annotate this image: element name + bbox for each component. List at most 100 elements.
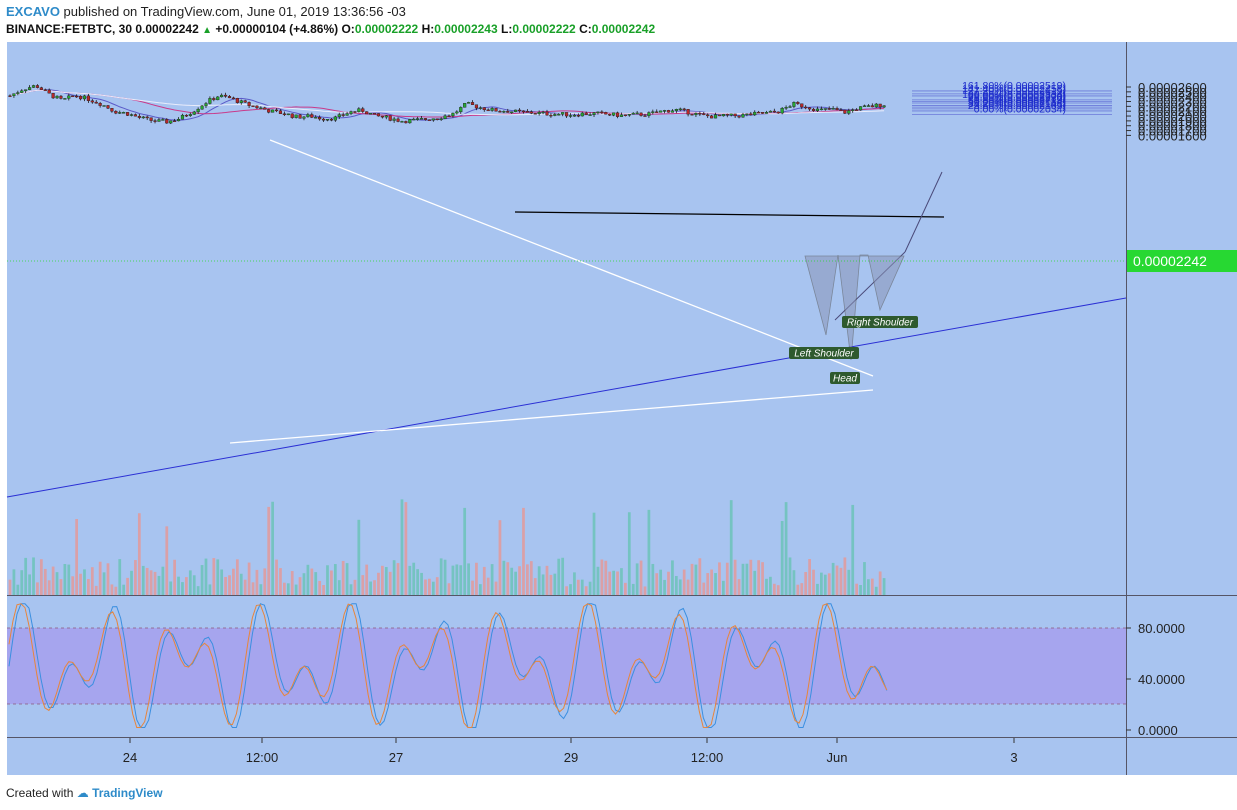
fib-level-label: 23.60%(0.00002105) bbox=[968, 100, 1066, 112]
head-shoulders-pattern[interactable]: Right Shoulder Left Shoulder Head bbox=[789, 254, 918, 385]
candle-body bbox=[247, 102, 251, 106]
chart-header: EXCAVO published on TradingView.com, Jun… bbox=[0, 0, 1237, 42]
price-axis[interactable]: 0.000026000.000025000.000024000.00002300… bbox=[1126, 80, 1207, 143]
volume-bar bbox=[200, 565, 204, 595]
volume-bars bbox=[8, 499, 886, 595]
volume-bar bbox=[302, 573, 306, 595]
candle-body bbox=[255, 105, 259, 109]
published-text: published on TradingView.com, June 01, 2… bbox=[59, 4, 406, 19]
candle-body bbox=[98, 103, 102, 106]
volume-bar bbox=[32, 557, 35, 595]
volume-bar bbox=[130, 570, 133, 595]
candle-body bbox=[173, 120, 177, 122]
volume-bar bbox=[8, 579, 12, 595]
symbol-label[interactable]: BINANCE:FETBTC, 30 bbox=[6, 22, 133, 36]
candle-body bbox=[529, 111, 533, 114]
candle-body bbox=[392, 118, 396, 121]
volume-bar bbox=[286, 583, 290, 595]
candle-body bbox=[823, 108, 827, 110]
candle-body bbox=[651, 111, 655, 113]
candle-body bbox=[231, 97, 235, 100]
candle-body bbox=[349, 111, 353, 114]
volume-bar bbox=[561, 557, 565, 595]
volume-bar bbox=[196, 586, 200, 595]
volume-bar bbox=[494, 581, 498, 595]
candle-body bbox=[804, 106, 808, 109]
volume-bar bbox=[647, 509, 651, 595]
candle-body bbox=[588, 114, 592, 116]
fib-level-label: 127.20%(0.00002415) bbox=[962, 85, 1066, 97]
volume-bar bbox=[435, 577, 439, 595]
volume-bar bbox=[498, 520, 502, 595]
candle-body bbox=[47, 89, 51, 94]
volume-bar bbox=[604, 560, 608, 595]
tradingview-brand[interactable]: TradingView bbox=[92, 786, 163, 800]
candle-body bbox=[431, 118, 435, 121]
volume-bar bbox=[428, 578, 431, 595]
candle-body bbox=[216, 96, 220, 101]
volume-bar bbox=[859, 585, 862, 595]
volume-bar bbox=[588, 581, 592, 595]
volume-bar bbox=[659, 569, 663, 595]
candle-body bbox=[118, 112, 122, 114]
price-badge: 0.00002242 bbox=[1127, 250, 1237, 272]
volume-bar bbox=[43, 568, 47, 595]
volume-bar bbox=[400, 499, 404, 595]
candle-body bbox=[784, 107, 788, 109]
candle-body bbox=[78, 95, 83, 100]
candle-body bbox=[870, 105, 874, 108]
volume-bar bbox=[698, 558, 702, 595]
candle-body bbox=[545, 111, 549, 116]
volume-bar bbox=[412, 562, 416, 595]
volume-bar bbox=[514, 571, 518, 595]
volume-bar bbox=[522, 507, 525, 595]
volume-bar bbox=[420, 572, 423, 595]
candle-body bbox=[604, 112, 608, 115]
volume-bar bbox=[616, 571, 619, 595]
rsi-tick-label: 80.0000 bbox=[1138, 621, 1185, 636]
fib-extension-tool[interactable]: 161.80%(0.00002519)141.40%(0.00002458)12… bbox=[834, 80, 1112, 321]
fib-level-label: 38.20%(0.00002148) bbox=[968, 98, 1066, 110]
candle-body bbox=[423, 118, 428, 120]
candle-body bbox=[188, 114, 192, 116]
candle-body bbox=[439, 118, 443, 120]
volume-bar bbox=[137, 513, 141, 595]
volume-bar bbox=[149, 570, 153, 595]
author-name[interactable]: EXCAVO bbox=[6, 4, 60, 19]
candle-body bbox=[474, 104, 479, 109]
volume-bar bbox=[24, 557, 28, 595]
volume-bar bbox=[220, 569, 224, 595]
volume-bar bbox=[823, 574, 827, 595]
candle-body bbox=[243, 100, 247, 103]
candle-body bbox=[286, 113, 290, 116]
candle-body bbox=[28, 87, 32, 90]
candle-body bbox=[827, 108, 831, 110]
candle-body bbox=[819, 108, 823, 111]
candle-body bbox=[639, 112, 643, 116]
volume-bar bbox=[882, 578, 886, 595]
volume-bar bbox=[631, 583, 635, 595]
candle-body bbox=[259, 107, 263, 110]
volume-bar bbox=[94, 585, 98, 595]
candle-body bbox=[788, 106, 792, 108]
candle-body bbox=[306, 114, 310, 118]
chart-canvas[interactable]: 161.80%(0.00002519)141.40%(0.00002458)12… bbox=[0, 42, 1237, 775]
volume-bar bbox=[867, 579, 870, 595]
candle-body bbox=[388, 115, 392, 121]
time-axis[interactable]: 24 12:00 27 29 12:00 Jun 3 bbox=[123, 738, 1018, 765]
volume-bar bbox=[819, 572, 823, 595]
volume-bar bbox=[827, 573, 831, 595]
time-tick-label: 3 bbox=[1010, 750, 1017, 765]
candle-body bbox=[549, 114, 553, 117]
candle-body bbox=[635, 112, 639, 115]
volume-bar bbox=[706, 573, 710, 595]
candle-body bbox=[200, 105, 204, 110]
rsi-band bbox=[7, 628, 1126, 704]
candle-body bbox=[126, 112, 130, 116]
volume-bar bbox=[874, 586, 878, 595]
candle-body bbox=[666, 110, 671, 113]
candle-body bbox=[521, 110, 526, 113]
rsi-axis[interactable]: 80.0000 40.0000 0.0000 bbox=[1126, 621, 1185, 738]
candle-body bbox=[858, 106, 863, 111]
volume-bar bbox=[267, 506, 271, 595]
